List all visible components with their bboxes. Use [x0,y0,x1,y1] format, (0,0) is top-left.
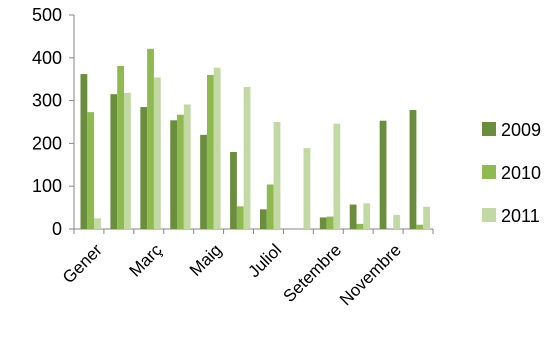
bar-2011-març [153,77,161,229]
legend: 2009 2010 2011 [482,120,541,226]
bar-2010-setembre [326,216,334,229]
x-tick-label: Març [125,240,166,281]
bar-2009-abril [170,120,178,229]
y-tick-label: 300 [32,91,62,111]
bar-2011-maig [213,67,221,229]
bar-2011-gener [94,218,101,229]
bar-2010-octubre [356,223,364,229]
y-tick-label: 0 [52,219,62,239]
y-tick-label: 200 [32,133,62,153]
bar-2009-juny [230,151,237,229]
bar-2010-desembre [416,224,424,229]
legend-label-2009: 2009 [501,120,541,140]
bar-2009-octubre [349,204,357,229]
y-tick-label: 400 [32,48,62,68]
y-tick-label: 500 [32,5,62,25]
bar-2011-abril [183,104,191,229]
bars-layer [80,48,430,230]
bar-2011-febrer [124,92,131,229]
legend-label-2010: 2010 [501,163,541,183]
legend-swatch-2010 [482,165,496,179]
bar-2009-setembre [319,217,327,229]
legend-swatch-2011 [482,208,496,222]
bar-2009-febrer [110,94,118,230]
bar-2010-juliol [266,184,274,229]
bar-2011-juliol [273,122,281,229]
bar-2009-desembre [409,110,417,229]
bar-2011-octubre [363,203,371,229]
bar-2011-agost [303,148,311,229]
bar-2011-novembre [393,214,401,229]
bar-2009-maig [200,134,207,229]
bar-2011-juny [243,86,251,230]
x-tick-label: Gener [59,240,106,287]
y-tick-label: 100 [32,176,62,196]
bar-2011-setembre [333,123,341,229]
bar-2010-juny [236,206,244,229]
bar-2009-gener [80,74,88,230]
legend-label-2011: 2011 [501,206,540,226]
bar-2010-gener [87,112,95,229]
bar-2010-febrer [117,65,125,229]
bar-2009-novembre [379,120,387,229]
bar-2009-març [140,107,148,229]
bar-2010-maig [206,74,214,229]
bar-2009-juliol [260,209,267,229]
x-tick-label: Maig [186,240,225,279]
bar-2010-abril [177,114,184,229]
bar-2010-març [147,48,154,230]
x-tick-label: Novembre [336,240,405,309]
legend-swatch-2009 [482,122,496,136]
x-tick-label: Juliol [244,240,285,281]
bar-2011-desembre [423,206,430,229]
